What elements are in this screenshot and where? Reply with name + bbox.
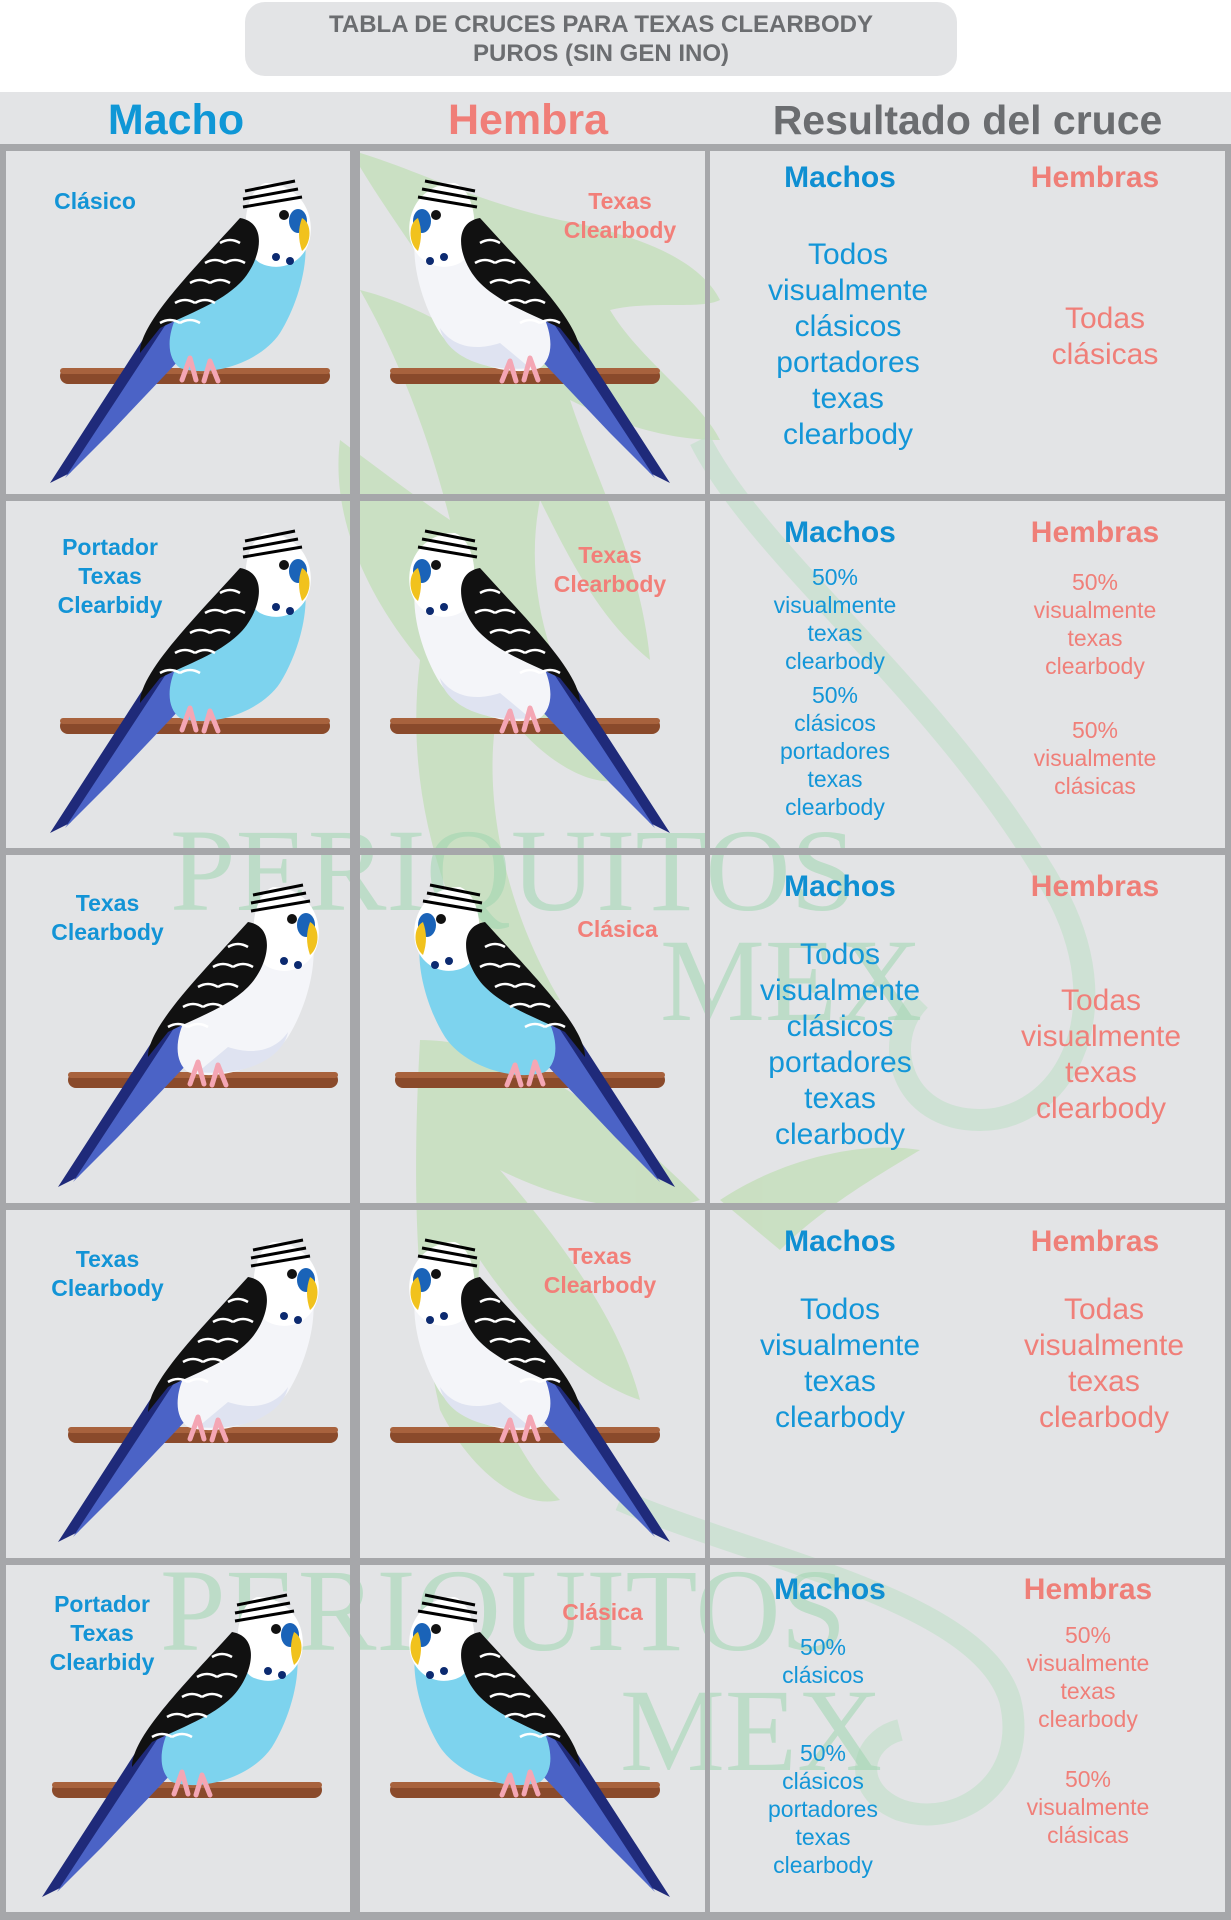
title-line-2: PUROS (SIN GEN INO) (472, 40, 730, 67)
females-result: Todas visualmente texas clearbody (1020, 984, 1182, 1125)
females-result: Todas clásicas (1051, 302, 1159, 371)
grid-line (705, 144, 710, 1920)
males-subheader: Machos (784, 516, 896, 549)
males-result: Todos visualmente texas clearbody (759, 1293, 921, 1434)
males-subheader: Machos (784, 161, 896, 194)
females-subheader: Hembras (1030, 161, 1160, 194)
males-result: Todos visualmente clásicos portadores texas c… (767, 238, 929, 451)
females-subheader: Hembras (1023, 1573, 1153, 1606)
cross-row-3: Texas Clearbody Clásica Machos Hembras To… (0, 855, 1231, 1203)
cross-row-5: Portador Texas Clearbidy Clásica Machos He… (0, 1565, 1231, 1912)
males-result: Todos visualmente clásicos portadores texas c… (759, 938, 921, 1151)
females-result: 50% visualmente texas clearbody 50% visualmen… (1026, 1622, 1150, 1848)
grid-line (0, 1203, 1231, 1210)
grid-line (350, 144, 360, 1920)
header-result: Resultado del cruce (772, 96, 1163, 143)
males-result: 50% visualmente texas clearbody 50% clásicos p… (773, 564, 897, 820)
females-subheader: Hembras (1030, 516, 1160, 549)
cross-row-1: Clásico Texas Clearbody Machos Hembras To… (0, 151, 1231, 494)
title-box: TABLA DE CRUCES PARA TEXAS CLEARBODY PUR… (245, 2, 957, 76)
male-label: Portador Texas Clearbidy (57, 534, 163, 618)
grid-line (1225, 144, 1231, 1920)
header-female: Hembra (447, 95, 609, 144)
grid-line (0, 1912, 1231, 1920)
females-result: Todas visualmente texas clearbody (1023, 1293, 1185, 1434)
males-subheader: Machos (784, 870, 896, 903)
grid-line (0, 494, 1231, 501)
males-result: 50% clásicos 50% clásicos portadores texas cle… (768, 1634, 878, 1878)
title-line-1: TABLA DE CRUCES PARA TEXAS CLEARBODY (328, 11, 874, 38)
grid-line (0, 1558, 1231, 1565)
female-label: Texas Clearbody (553, 542, 667, 597)
male-label: Clásico (54, 188, 136, 214)
male-label: Texas Clearbody (51, 1246, 164, 1301)
cross-row-2: Portador Texas Clearbidy Texas Clearbody Ma… (0, 501, 1231, 848)
male-label: Portador Texas Clearbidy (49, 1591, 155, 1675)
males-subheader: Machos (774, 1573, 886, 1606)
female-label: Texas Clearbody (543, 1243, 657, 1298)
female-label: Clásica (577, 916, 658, 942)
males-subheader: Machos (784, 1225, 896, 1258)
grid-line (0, 144, 6, 1920)
male-label: Texas Clearbody (51, 890, 164, 945)
females-result: 50% visualmente texas clearbody 50% visualmen… (1033, 569, 1157, 799)
grid-line (0, 848, 1231, 855)
cross-row-4: Texas Clearbody Texas Clearbody Machos Hem… (0, 1210, 1231, 1558)
female-label: Texas Clearbody (563, 188, 677, 243)
females-subheader: Hembras (1030, 870, 1160, 903)
females-subheader: Hembras (1030, 1225, 1160, 1258)
header-male: Macho (107, 95, 245, 144)
female-label: Clásica (562, 1599, 643, 1625)
grid-line (0, 144, 1231, 151)
